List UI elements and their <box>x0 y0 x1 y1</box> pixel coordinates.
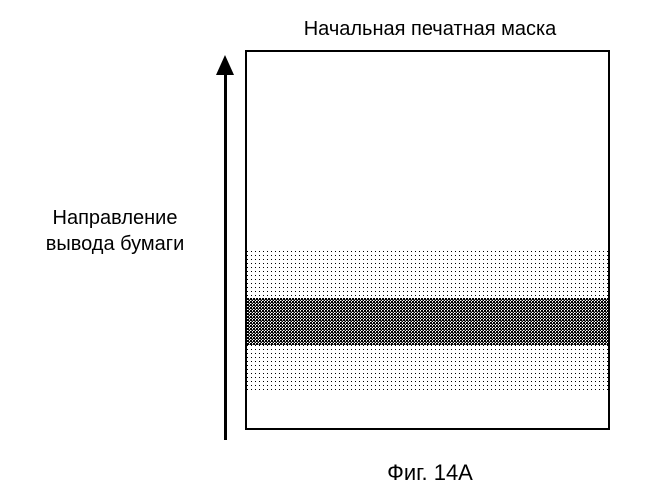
figure-caption: Фиг. 14А <box>250 460 610 486</box>
direction-arrow-shaft <box>224 73 227 440</box>
mask-title: Начальная печатная маска <box>250 18 610 41</box>
paper-direction-label: Направлениевывода бумаги <box>10 205 220 257</box>
mask-band-2 <box>247 345 608 392</box>
mask-band-1 <box>247 298 608 345</box>
mask-band-0 <box>247 251 608 298</box>
figure-canvas: Начальная печатная маска Направлениевыво… <box>0 0 645 500</box>
direction-arrow-head <box>216 55 234 75</box>
print-mask-box <box>245 50 610 430</box>
